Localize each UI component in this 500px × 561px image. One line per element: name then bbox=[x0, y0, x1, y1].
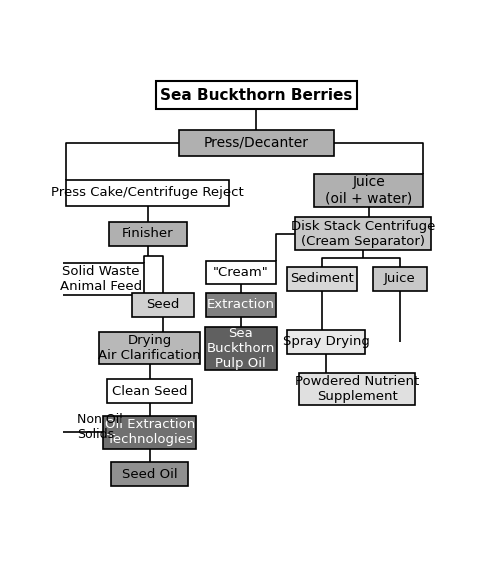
Text: Press/Decanter: Press/Decanter bbox=[204, 136, 309, 150]
FancyBboxPatch shape bbox=[132, 293, 194, 317]
Text: Seed Oil: Seed Oil bbox=[122, 468, 178, 481]
FancyBboxPatch shape bbox=[206, 293, 276, 317]
Text: Spray Drying: Spray Drying bbox=[282, 335, 370, 348]
FancyBboxPatch shape bbox=[109, 222, 186, 246]
Text: Clean Seed: Clean Seed bbox=[112, 385, 188, 398]
Text: Juice: Juice bbox=[384, 273, 416, 286]
FancyBboxPatch shape bbox=[287, 267, 357, 291]
FancyBboxPatch shape bbox=[58, 263, 144, 295]
FancyBboxPatch shape bbox=[179, 130, 334, 156]
FancyBboxPatch shape bbox=[103, 416, 196, 449]
FancyBboxPatch shape bbox=[100, 332, 200, 364]
Text: Juice
(oil + water): Juice (oil + water) bbox=[325, 176, 412, 205]
Text: Finisher: Finisher bbox=[122, 227, 174, 240]
Text: Sea
Buckthorn
Pulp Oil: Sea Buckthorn Pulp Oil bbox=[206, 327, 275, 370]
Text: Sea Buckthorn Berries: Sea Buckthorn Berries bbox=[160, 88, 352, 103]
FancyBboxPatch shape bbox=[372, 267, 427, 291]
FancyBboxPatch shape bbox=[156, 81, 357, 109]
FancyBboxPatch shape bbox=[287, 330, 365, 353]
Text: "Cream": "Cream" bbox=[213, 266, 268, 279]
Text: Solid Waste
Animal Feed: Solid Waste Animal Feed bbox=[60, 265, 142, 293]
Text: Press Cake/Centrifuge Reject: Press Cake/Centrifuge Reject bbox=[52, 186, 244, 199]
Text: Oil Extraction
Technologies: Oil Extraction Technologies bbox=[104, 419, 195, 447]
Text: Drying
Air Clarification: Drying Air Clarification bbox=[98, 334, 201, 362]
FancyBboxPatch shape bbox=[295, 218, 430, 250]
Text: Powdered Nutrient
Supplement: Powdered Nutrient Supplement bbox=[295, 375, 419, 403]
Text: Non Oil
Solids: Non Oil Solids bbox=[77, 413, 123, 441]
Text: Disk Stack Centrifuge
(Cream Separator): Disk Stack Centrifuge (Cream Separator) bbox=[290, 219, 435, 247]
FancyBboxPatch shape bbox=[205, 327, 277, 370]
Text: Extraction: Extraction bbox=[207, 298, 275, 311]
FancyBboxPatch shape bbox=[299, 373, 415, 406]
FancyBboxPatch shape bbox=[314, 174, 423, 206]
FancyBboxPatch shape bbox=[66, 180, 229, 205]
Text: Sediment: Sediment bbox=[290, 273, 354, 286]
FancyBboxPatch shape bbox=[206, 261, 276, 284]
FancyBboxPatch shape bbox=[107, 379, 192, 403]
Text: Seed: Seed bbox=[146, 298, 180, 311]
FancyBboxPatch shape bbox=[111, 462, 188, 486]
